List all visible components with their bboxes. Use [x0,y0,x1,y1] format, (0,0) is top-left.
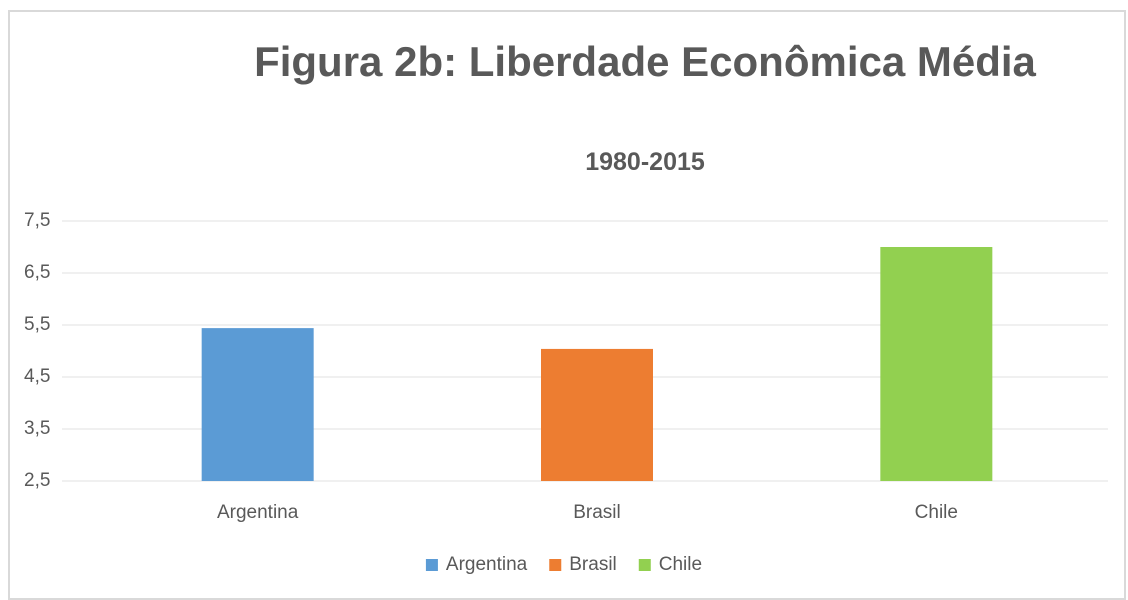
y-tick-label: 3,5 [24,418,50,439]
bar [880,247,993,481]
bar [201,328,314,481]
chart-subtitle: 1980-2015 [585,148,705,176]
legend-label: Chile [659,554,702,575]
x-tick-label: Chile [915,502,958,523]
y-tick-label: 7,5 [24,210,50,231]
x-tick-label: Brasil [573,502,621,523]
legend-swatch [425,559,438,571]
legend-label: Brasil [569,554,617,575]
x-tick-label: Argentina [217,502,299,523]
legend-label: Argentina [446,554,528,575]
y-tick-label: 2,5 [24,470,50,491]
y-tick-label: 4,5 [24,366,50,387]
y-tick-label: 5,5 [24,314,50,335]
bar [541,348,653,481]
legend-swatch [638,559,651,571]
chart-title: Figura 2b: Liberdade Econômica Média [254,38,1036,85]
y-tick-label: 6,5 [24,262,50,283]
legend-swatch [549,559,562,571]
